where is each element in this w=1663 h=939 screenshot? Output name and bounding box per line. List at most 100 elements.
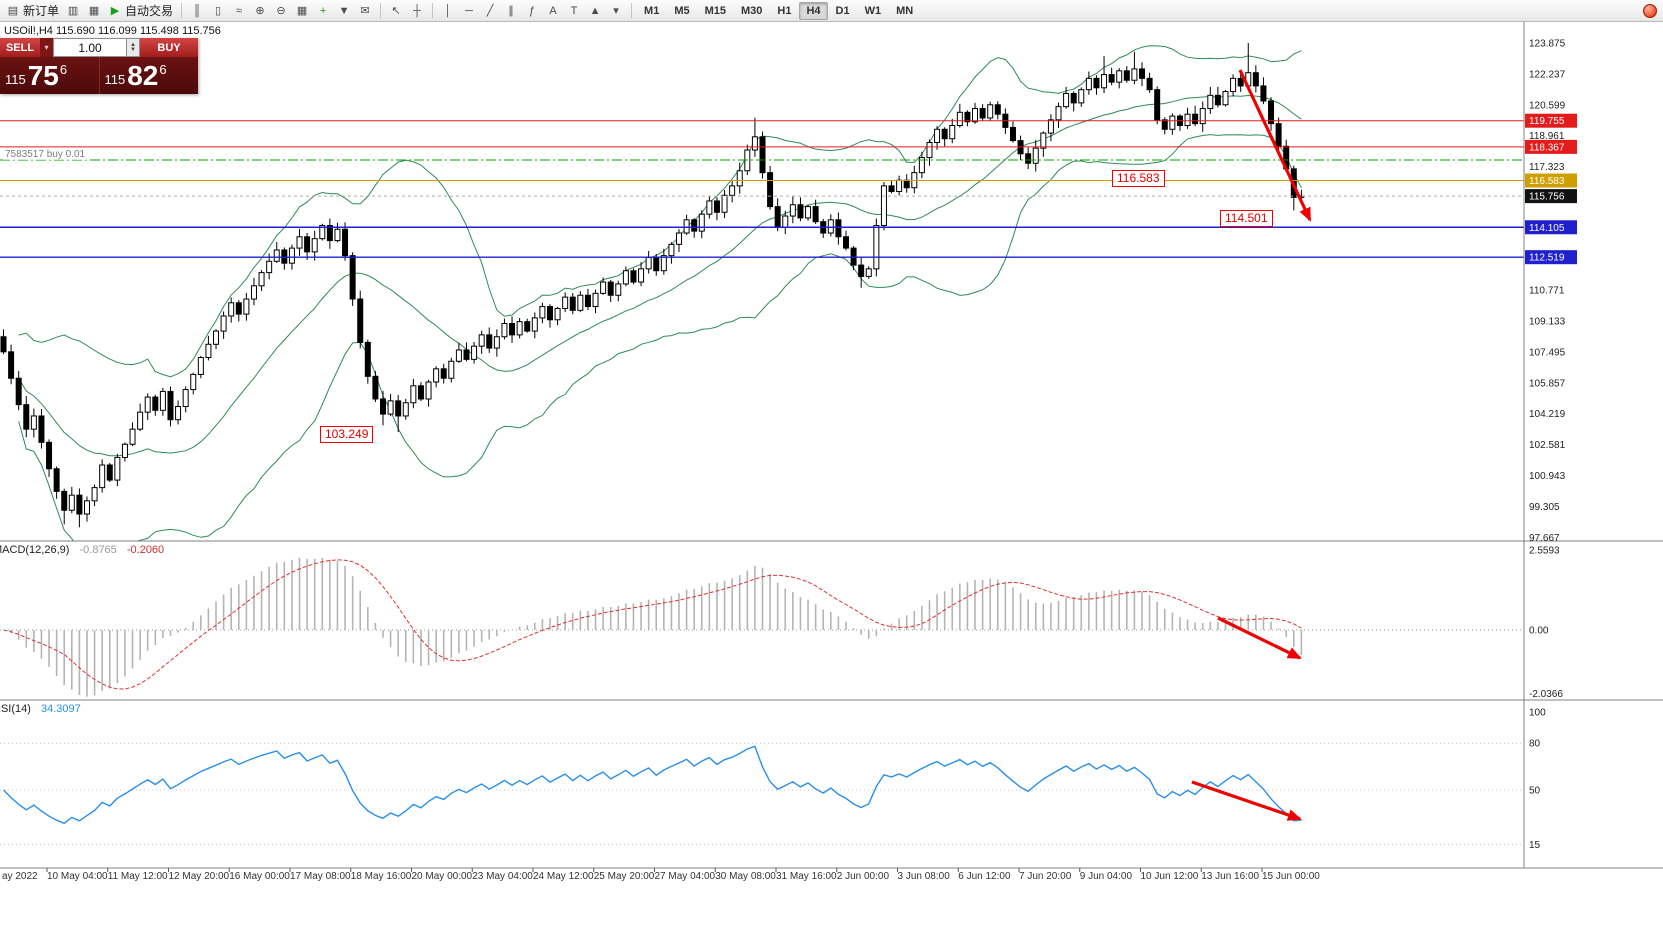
timeframe-button-h4[interactable]: H4 bbox=[799, 1, 828, 20]
chart-bars-icon: ║ bbox=[193, 4, 201, 17]
label-icon[interactable]: T bbox=[564, 2, 584, 20]
time-axis-label: 31 May 16:00 bbox=[776, 871, 837, 882]
time-axis[interactable]: ay 2022 10 May 04:00 11 May 12:00 12 May 20… bbox=[0, 871, 1663, 885]
time-axis-label: 18 May 16:00 bbox=[350, 871, 412, 882]
macd-signal-value: -0.2060 bbox=[126, 544, 165, 556]
timeframe-button-h1[interactable]: H1 bbox=[777, 4, 792, 17]
chart-candles-icon[interactable]: ▯ bbox=[208, 2, 228, 20]
fibonacci-icon[interactable]: ƒ bbox=[522, 2, 542, 20]
chart-line-icon[interactable]: ≈ bbox=[229, 2, 249, 20]
timeframe-button-mn[interactable]: MN bbox=[896, 4, 914, 17]
svg-text:120.599: 120.599 bbox=[1529, 100, 1566, 111]
time-axis-label: 17 May 08:00 bbox=[290, 871, 351, 882]
svg-text:105.857: 105.857 bbox=[1529, 378, 1566, 389]
label-icon: T bbox=[570, 4, 578, 17]
zoom-out-icon: ⊖ bbox=[276, 4, 286, 17]
zoom-out-icon[interactable]: ⊖ bbox=[271, 2, 291, 20]
macd-histogram bbox=[10, 557, 1303, 697]
profiles-icon[interactable]: ▦ bbox=[84, 2, 104, 20]
price-tag-116.583: 116.583 bbox=[1525, 173, 1577, 188]
price-annotation-103.249: 103.249 bbox=[320, 426, 374, 443]
order-type-dropdown[interactable]: ▾ bbox=[40, 38, 53, 57]
stepper-down-icon: ▼ bbox=[130, 46, 136, 53]
text-icon[interactable]: A bbox=[543, 2, 563, 20]
macd-axis-label: 2.5593 bbox=[1529, 546, 1560, 557]
ask-price[interactable]: 115 82 6 bbox=[98, 57, 199, 94]
rsi-axis-label: 15 bbox=[1529, 840, 1541, 851]
horizontal-line-icon[interactable]: ─ bbox=[459, 2, 479, 20]
price-annotation-116.583: 116.583 bbox=[1112, 170, 1165, 187]
trend-arrows bbox=[1191, 69, 1312, 821]
volume-input[interactable]: 1.00 bbox=[53, 38, 127, 57]
rsi-value: 34.3097 bbox=[40, 703, 81, 715]
auto-trading-icon: ▶ bbox=[110, 4, 120, 17]
crosshair-icon[interactable]: ┼ bbox=[407, 2, 427, 20]
new-order-button[interactable]: ▤ 新订单 bbox=[3, 2, 62, 20]
chevron-down-icon: ▾ bbox=[44, 43, 49, 52]
macd-indicator-label: MACD(12,26,9) -0.8765 -0.2060 bbox=[0, 544, 164, 556]
svg-text:122.237: 122.237 bbox=[1529, 69, 1566, 80]
time-axis-label: 20 May 00:00 bbox=[411, 871, 473, 882]
rsi-axis-label: 80 bbox=[1529, 739, 1541, 750]
text-icon: A bbox=[549, 4, 557, 17]
chart-window-icon[interactable]: ▥ bbox=[63, 2, 83, 20]
sell-button[interactable]: SELL bbox=[0, 38, 40, 57]
svg-text:115.756: 115.756 bbox=[1529, 192, 1565, 203]
timeframe-button-m5[interactable]: M5 bbox=[674, 4, 690, 17]
fibonacci-icon: ƒ bbox=[528, 4, 536, 17]
price-tag-119.755: 119.755 bbox=[1525, 113, 1577, 128]
svg-text:109.133: 109.133 bbox=[1529, 317, 1566, 328]
svg-text:119.755: 119.755 bbox=[1529, 116, 1565, 127]
trendline-icon[interactable]: ╱ bbox=[480, 2, 500, 20]
time-axis-label: 23 May 04:00 bbox=[472, 871, 533, 882]
chart-candles-icon: ▯ bbox=[215, 4, 222, 17]
bid-big-figure: 115 bbox=[5, 71, 26, 87]
templates-icon[interactable]: ▼ bbox=[334, 2, 354, 20]
channel-icon: ∥ bbox=[508, 4, 514, 17]
svg-text:99.305: 99.305 bbox=[1529, 502, 1560, 513]
macd-name: MACD(12,26,9) bbox=[0, 544, 70, 556]
channel-icon[interactable]: ∥ bbox=[501, 2, 521, 20]
time-axis-label: 3 Jun 08:00 bbox=[897, 871, 950, 882]
indicators-icon[interactable]: + bbox=[313, 2, 333, 20]
zoom-in-icon[interactable]: ⊕ bbox=[250, 2, 270, 20]
macd-axis-label: 0.00 bbox=[1529, 626, 1549, 637]
price-tag-118.367: 118.367 bbox=[1525, 139, 1577, 154]
templates-icon: ▼ bbox=[338, 4, 350, 17]
toolbar-separator bbox=[432, 3, 434, 18]
auto-trading-button[interactable]: ▶ 自动交易 bbox=[105, 2, 176, 20]
svg-text:110.771: 110.771 bbox=[1529, 286, 1565, 297]
toolbar-separator bbox=[380, 3, 382, 18]
price-axis[interactable]: 123.875122.237120.599118.961117.323115.6… bbox=[1525, 39, 1577, 544]
toolbar-separator bbox=[631, 3, 633, 18]
shapes-dropdown-icon[interactable]: ▾ bbox=[606, 2, 626, 20]
timeframe-button-d1[interactable]: D1 bbox=[835, 4, 850, 17]
bid-price[interactable]: 115 75 6 bbox=[0, 57, 99, 94]
time-axis-label: 9 Jun 04:00 bbox=[1079, 871, 1133, 882]
cursor-icon[interactable]: ↖ bbox=[386, 2, 406, 20]
buy-button[interactable]: BUY bbox=[140, 38, 198, 57]
auto-trading-button-label: 自动交易 bbox=[125, 4, 174, 18]
volume-stepper[interactable]: ▲ ▼ bbox=[127, 38, 140, 57]
timeframe-button-m30[interactable]: M30 bbox=[741, 4, 763, 17]
macd-signal-line bbox=[3, 559, 1302, 690]
time-axis-label: 27 May 04:00 bbox=[654, 871, 716, 882]
zoom-in-icon: ⊕ bbox=[255, 4, 265, 17]
timeframe-button-w1[interactable]: W1 bbox=[864, 4, 882, 17]
timeframe-button-m1[interactable]: M1 bbox=[644, 4, 660, 17]
new-order-button-label: 新订单 bbox=[23, 4, 60, 18]
chart-bars-icon[interactable]: ║ bbox=[187, 2, 207, 20]
bollinger-middle-band bbox=[18, 94, 1302, 457]
alert-envelope-icon[interactable]: ✉ bbox=[355, 2, 375, 20]
shapes-icon[interactable]: ▲ bbox=[585, 2, 605, 20]
svg-text:104.219: 104.219 bbox=[1529, 409, 1566, 420]
bollinger-upper-band bbox=[18, 45, 1302, 378]
panel-frames bbox=[0, 22, 1663, 869]
vertical-line-icon: │ bbox=[444, 4, 452, 17]
cursor-icon: ↖ bbox=[391, 4, 401, 17]
vertical-line-icon[interactable]: │ bbox=[438, 2, 458, 20]
timeframe-button-m15[interactable]: M15 bbox=[704, 4, 726, 17]
ask-point: 6 bbox=[159, 61, 167, 77]
tile-windows-icon[interactable]: ▦ bbox=[292, 2, 312, 20]
